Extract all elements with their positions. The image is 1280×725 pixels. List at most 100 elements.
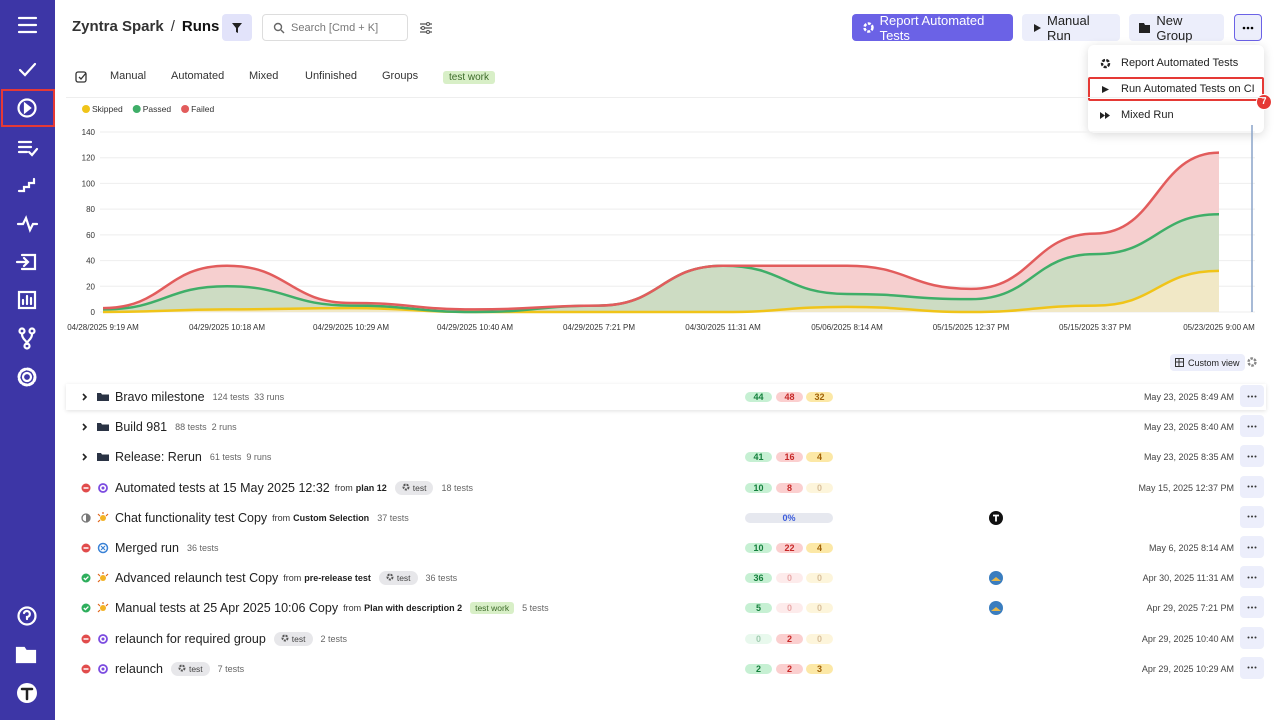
row-actions[interactable]	[1240, 566, 1264, 589]
x-tick-label: 05/15/2025 3:37 PM	[1059, 323, 1131, 332]
tag: test	[378, 571, 418, 586]
x-tick-label: 04/29/2025 10:29 AM	[313, 323, 389, 332]
tab[interactable]: Unfinished	[305, 70, 357, 82]
x-tick-label: 04/30/2025 11:31 AM	[685, 323, 761, 332]
legend-marker	[181, 105, 190, 113]
button-label: Custom view	[1188, 357, 1240, 368]
x-tick-label: 05/06/2025 8:14 AM	[811, 323, 883, 332]
count-pill: 0	[806, 573, 833, 584]
manual-run-button[interactable]: Manual Run	[1022, 13, 1120, 43]
count-pill: 0	[776, 603, 803, 614]
row-name: Bravo milestone	[115, 390, 205, 404]
table-row[interactable]: Chat functionality test Copy from Custom S…	[66, 505, 1266, 531]
test-count: 5 tests	[522, 603, 549, 614]
row-actions[interactable]	[1240, 505, 1264, 528]
run-type-icon	[98, 482, 108, 493]
divider	[66, 97, 1266, 98]
count-pill: 32	[806, 392, 833, 402]
tab[interactable]: Groups	[382, 70, 419, 82]
count-pill: 0	[806, 603, 833, 614]
row-name: Merged run	[115, 541, 179, 555]
filter-button[interactable]	[222, 14, 252, 41]
count-pill: 4	[806, 543, 833, 553]
status-icon	[81, 513, 91, 523]
status-icon	[81, 634, 91, 644]
table-row[interactable]: Bravo milestone 124 tests 33 runs 44 48 32 May…	[66, 384, 1266, 410]
tab[interactable]: Mixed	[249, 70, 279, 82]
table-row[interactable]: relaunch for required group test 2 tests 0 2…	[66, 626, 1266, 652]
tab[interactable]: Automated	[171, 70, 225, 82]
date: Apr 29, 2025 10:40 AM	[1141, 633, 1234, 644]
search-box[interactable]: Search [Cmd + K]	[262, 14, 408, 41]
y-tick-label: 140	[82, 128, 96, 137]
run-type-icon	[97, 602, 109, 613]
series-line	[102, 151, 1220, 311]
custom-view-button[interactable]: Custom view	[1170, 354, 1245, 371]
breadcrumb: Zyntra Spark / Runs	[72, 18, 219, 35]
expand-chevron	[82, 393, 88, 401]
table-row[interactable]: relaunch test 7 tests 2 2 3 Apr 29, 2025 10:29…	[66, 656, 1266, 682]
y-tick-label: 0	[91, 308, 96, 317]
folder-icon	[97, 393, 109, 401]
source-prefix: from	[343, 603, 362, 614]
date: Apr 30, 2025 11:31 AM	[1142, 573, 1234, 584]
table-row[interactable]: Advanced relaunch test Copy from pre-relea…	[66, 565, 1266, 591]
date: May 23, 2025 8:35 AM	[1143, 452, 1234, 463]
count-pill: 0	[806, 633, 833, 644]
new-group-button[interactable]: New Group	[1129, 12, 1224, 43]
tag-label: test	[412, 482, 427, 493]
brand[interactable]: Zyntra Spark	[72, 18, 164, 35]
source: Custom Selection	[293, 512, 370, 523]
y-tick-label: 20	[86, 282, 95, 291]
table-row[interactable]: Build 981 88 tests 2 runs May 23, 2025 8:40…	[66, 414, 1266, 440]
menu-label: Run Automated Tests on CI	[1121, 83, 1255, 95]
settings-icon[interactable]	[419, 21, 433, 35]
x-tick-label: 04/28/2025 9:19 AM	[67, 323, 139, 332]
separator: /	[170, 18, 175, 35]
search-placeholder: Search [Cmd + K]	[291, 21, 379, 34]
row-actions[interactable]	[1240, 385, 1264, 407]
menu-item[interactable]: Run Automated Tests on CI	[1088, 77, 1264, 101]
table-row[interactable]: Automated tests at 15 May 2025 12:32 from…	[66, 475, 1266, 501]
row-actions[interactable]	[1240, 445, 1264, 468]
source: Plan with description 2	[364, 603, 463, 614]
area-fill	[103, 214, 1219, 312]
y-tick-label: 80	[86, 205, 95, 214]
tab[interactable]: Manual	[110, 70, 147, 82]
progress-bar: 0%	[745, 512, 833, 523]
dropdown-menu: Report Automated Tests Run Automated Tes…	[1088, 45, 1272, 133]
legend-marker	[82, 105, 90, 113]
menu-item[interactable]: Mixed Run	[1088, 103, 1264, 127]
row-actions[interactable]	[1240, 596, 1264, 619]
row-actions[interactable]	[1240, 415, 1264, 438]
run-count: 9 runs	[246, 452, 272, 463]
tab[interactable]: test work	[443, 71, 496, 84]
avatar	[989, 510, 1003, 525]
select-icon[interactable]	[75, 71, 88, 84]
row-actions[interactable]	[1240, 656, 1264, 679]
button-label: Report Automated Tests	[879, 12, 985, 43]
table-row[interactable]: Merged run 36 tests 10 22 4 May 6, 2025 8:14 …	[66, 535, 1266, 561]
menu-item[interactable]: Report Automated Tests	[1088, 51, 1264, 75]
y-tick-label: 60	[86, 231, 95, 240]
table-row[interactable]: Manual tests at 25 Apr 2025 10:06 Copy fr…	[66, 595, 1266, 621]
more-button[interactable]	[1234, 14, 1262, 41]
row-actions[interactable]	[1240, 475, 1264, 498]
report-button[interactable]: Report Automated Tests	[852, 12, 1013, 43]
count-pill: 36	[745, 573, 772, 584]
row-name: Release: Rerun	[115, 450, 202, 465]
table-settings[interactable]	[1246, 356, 1258, 368]
row-actions[interactable]	[1240, 536, 1264, 558]
y-tick-label: 120	[82, 154, 96, 163]
date: May 15, 2025 12:37 PM	[1138, 482, 1234, 493]
chart: 0 20 40 60 80 100 120 140 04/28/2025 9:19 AM 04/2…	[67, 104, 1255, 332]
row-actions[interactable]	[1240, 626, 1264, 649]
table-row[interactable]: Release: Rerun 61 tests 9 runs 41 16 4 May 23,…	[66, 444, 1266, 470]
count-pill: 41	[745, 452, 772, 463]
test-count: 36 tests	[425, 573, 458, 584]
date: May 6, 2025 8:14 AM	[1148, 543, 1234, 553]
button-label: New Group	[1156, 12, 1193, 43]
count-pill: 2	[776, 633, 803, 644]
page-title: Runs	[181, 18, 220, 35]
